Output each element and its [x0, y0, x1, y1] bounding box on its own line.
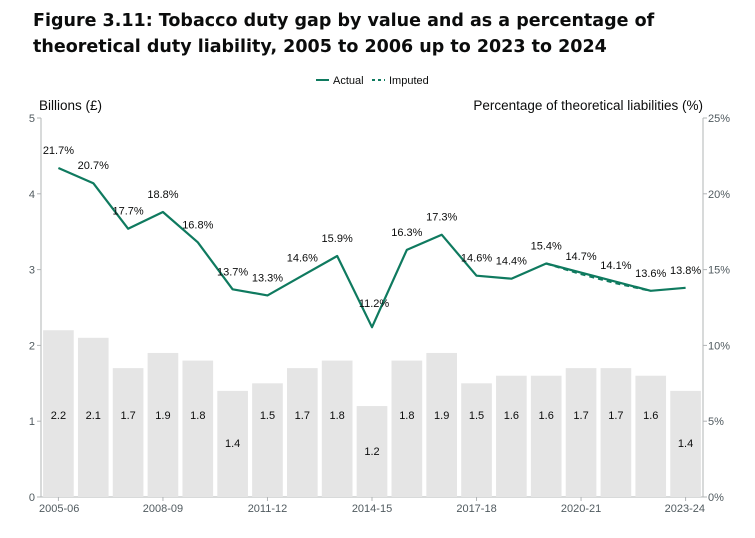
- legend-actual-label: Actual: [333, 75, 364, 87]
- x-tick-label-2005-06: 2005-06: [39, 503, 79, 515]
- bar-label-2006-07: 2.1: [86, 410, 101, 422]
- right-axis-ticks: 0% 5% 10% 15% 20% 25%: [703, 113, 730, 504]
- bar-label-2008-09: 1.9: [155, 410, 170, 422]
- pct-label-2021-22: 14.1%: [600, 260, 631, 272]
- bar-2010-11: [217, 390, 248, 497]
- pct-label-2019-20: 15.4%: [531, 241, 562, 253]
- bar-label-2018-19: 1.6: [504, 410, 519, 422]
- left-tick-label: 0: [29, 492, 35, 504]
- left-tick-label: 5: [29, 113, 35, 125]
- bar-label-2009-10: 1.8: [190, 410, 205, 422]
- right-tick-label: 25%: [708, 113, 730, 125]
- lines: [57, 166, 686, 329]
- bar-label-2005-06: 2.2: [51, 410, 66, 422]
- legend-imputed-label: Imputed: [389, 75, 429, 87]
- series-imputed-line: [545, 262, 651, 292]
- bar-2023-24: [670, 390, 701, 497]
- pct-label-2015-16: 16.3%: [391, 227, 422, 239]
- pct-label-2009-10: 16.8%: [182, 219, 213, 231]
- x-tick-label-2020-21: 2020-21: [561, 503, 601, 515]
- bar-2019-20: [530, 375, 562, 497]
- pct-label-2018-19: 14.4%: [496, 256, 527, 268]
- bar-2012-13: [286, 368, 318, 497]
- bar-2008-09: [147, 352, 179, 497]
- legend: Actual Imputed: [316, 75, 429, 87]
- bar-2011-12: [252, 383, 283, 497]
- pct-label-2011-12: 13.3%: [252, 272, 283, 284]
- pct-label-2013-14: 15.9%: [322, 233, 353, 245]
- pct-label-2007-08: 17.7%: [113, 206, 144, 218]
- left-axis-title: Billions (£): [39, 98, 102, 113]
- bar-2022-23: [635, 375, 667, 497]
- right-tick-label: 10%: [708, 340, 730, 352]
- bar-label-2019-20: 1.6: [539, 410, 554, 422]
- bar-2006-07: [77, 337, 109, 497]
- chart-title: Figure 3.11: Tobacco duty gap by value a…: [33, 11, 655, 57]
- left-tick-label: 3: [29, 265, 35, 277]
- bar-2017-18: [461, 383, 492, 497]
- bar-label-2010-11: 1.4: [225, 438, 240, 450]
- x-tick-label-2011-12: 2011-12: [248, 503, 288, 515]
- bar-2021-22: [600, 368, 632, 497]
- pct-label-2014-15: 11.2%: [359, 298, 390, 310]
- pct-label-2020-21: 14.7%: [565, 251, 596, 263]
- bar-2018-19: [496, 375, 527, 497]
- bar-labels: 2.2 2.1 1.7 1.9 1.8 1.4 1.5 1.7 1.8 1.2 1.8 1.9 1.5 1…: [51, 410, 693, 458]
- bar-label-2022-23: 1.6: [643, 410, 658, 422]
- bar-label-2023-24: 1.4: [678, 438, 693, 450]
- bar-label-2017-18: 1.5: [469, 410, 484, 422]
- bars: [43, 330, 701, 497]
- x-tick-label-2008-09: 2008-09: [143, 503, 183, 515]
- bar-2009-10: [182, 360, 214, 497]
- bar-2016-17: [426, 352, 458, 497]
- left-tick-label: 4: [29, 189, 35, 201]
- pct-label-2022-23: 13.6%: [635, 268, 666, 280]
- pct-label-2023-24: 13.8%: [670, 265, 701, 277]
- pct-label-2017-18: 14.6%: [461, 253, 492, 265]
- percentage-labels: 21.7% 20.7% 17.7%18.8% 16.8% 13.7% 13.3% 14.6%…: [43, 145, 702, 310]
- x-tick-label-2014-15: 2014-15: [352, 503, 392, 515]
- pct-label-2008-09: 18.8%: [147, 189, 178, 201]
- bar-2005-06: [43, 330, 74, 497]
- bar-label-2007-08: 1.7: [120, 410, 135, 422]
- bar-label-2013-14: 1.8: [330, 410, 345, 422]
- pct-label-2016-17: 17.3%: [426, 212, 457, 224]
- bar-label-2020-21: 1.7: [573, 410, 588, 422]
- left-axis-ticks: 0 1 2 3 4 5: [29, 113, 41, 504]
- bar-label-2016-17: 1.9: [434, 410, 449, 422]
- x-tick-label-2023-24: 2023-24: [665, 503, 705, 515]
- left-tick-label: 1: [29, 416, 35, 428]
- pct-label-2006-07: 20.7%: [78, 160, 109, 172]
- bar-2014-15: [356, 406, 388, 497]
- right-axis-title: Percentage of theoretical liabilities (%…: [473, 98, 703, 113]
- bar-label-2014-15: 1.2: [364, 446, 379, 458]
- bar-label-2015-16: 1.8: [399, 410, 414, 422]
- pct-label-2005-06: 21.7%: [43, 145, 74, 157]
- right-tick-label: 5%: [708, 416, 724, 428]
- series-actual-line: [57, 166, 686, 329]
- x-tick-label-2017-18: 2017-18: [456, 503, 496, 515]
- pct-label-2012-13: 14.6%: [287, 253, 318, 265]
- pct-label-2010-11: 13.7%: [217, 266, 248, 278]
- bar-label-2011-12: 1.5: [260, 410, 275, 422]
- bar-2007-08: [112, 368, 144, 497]
- right-tick-label: 0%: [708, 492, 724, 504]
- x-axis-ticks: 2005-06 2008-09 2011-12 2014-15 2017-18 2020-…: [39, 497, 705, 515]
- bar-2015-16: [391, 360, 423, 497]
- left-tick-label: 2: [29, 340, 35, 352]
- bar-2013-14: [321, 360, 353, 497]
- bar-2020-21: [565, 368, 597, 497]
- right-tick-label: 20%: [708, 189, 730, 201]
- right-tick-label: 15%: [708, 265, 730, 277]
- bar-label-2021-22: 1.7: [608, 410, 623, 422]
- bar-label-2012-13: 1.7: [295, 410, 310, 422]
